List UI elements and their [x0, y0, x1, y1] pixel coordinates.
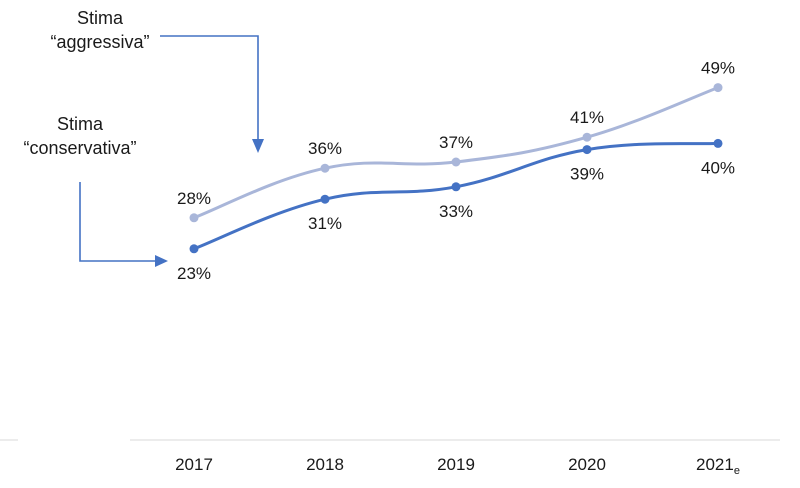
series-0-data-label: 41% [570, 108, 604, 127]
series-1-point [320, 194, 330, 204]
x-tick-label: 2019 [437, 455, 475, 474]
x-tick-label: 2017 [175, 455, 213, 474]
series-0-data-label: 49% [701, 59, 735, 78]
x-tick-label: 2018 [306, 455, 344, 474]
series-1-data-label: 39% [570, 165, 604, 184]
x-tick-label: 2020 [568, 455, 606, 474]
annotation-conservativa-line2: “conservativa” [23, 138, 137, 158]
series-0-line [193, 86, 719, 220]
series-1-data-label: 33% [439, 202, 473, 221]
series-0-point [320, 163, 330, 173]
x-tick-labels: 2017 2018 2019 2020 2021e [175, 455, 740, 477]
series-1-data-label: 31% [308, 214, 342, 233]
series-layer: 28% 36% 37% 41% 49% 23% 31% 33% 39% 40% [177, 59, 735, 283]
series-1-point [713, 138, 723, 148]
aggressiva-arrow [160, 35, 259, 140]
series-0-data-label: 36% [308, 139, 342, 158]
annotation-aggressiva-line1: Stima [76, 8, 123, 28]
annotation-conservativa: Stima “conservativa” [0, 112, 160, 160]
series-0: 28% 36% 37% 41% 49% [177, 59, 735, 223]
series-0-point [713, 83, 723, 93]
annotation-aggressiva: Stima “aggressiva” [20, 6, 180, 54]
series-0-point [582, 132, 592, 142]
series-0-data-label: 28% [177, 189, 211, 208]
series-0-point [451, 157, 461, 167]
x-tick-subscript: e [734, 465, 740, 477]
conservativa-arrow [79, 182, 156, 262]
x-tick-label: 2021e [696, 455, 740, 477]
series-1-point [189, 244, 199, 254]
conservativa-arrowhead [155, 255, 168, 267]
annotation-aggressiva-line2: “aggressiva” [50, 32, 150, 52]
annotation-conservativa-line1: Stima [56, 114, 103, 134]
series-1-data-label: 40% [701, 158, 735, 177]
series-0-data-label: 37% [439, 133, 473, 152]
series-1-data-label: 23% [177, 264, 211, 283]
series-1-point [582, 145, 592, 155]
aggressiva-arrowhead [252, 139, 264, 153]
series-1-point [451, 182, 461, 192]
series-1: 23% 31% 33% 39% 40% [177, 138, 735, 283]
series-0-point [189, 213, 199, 223]
